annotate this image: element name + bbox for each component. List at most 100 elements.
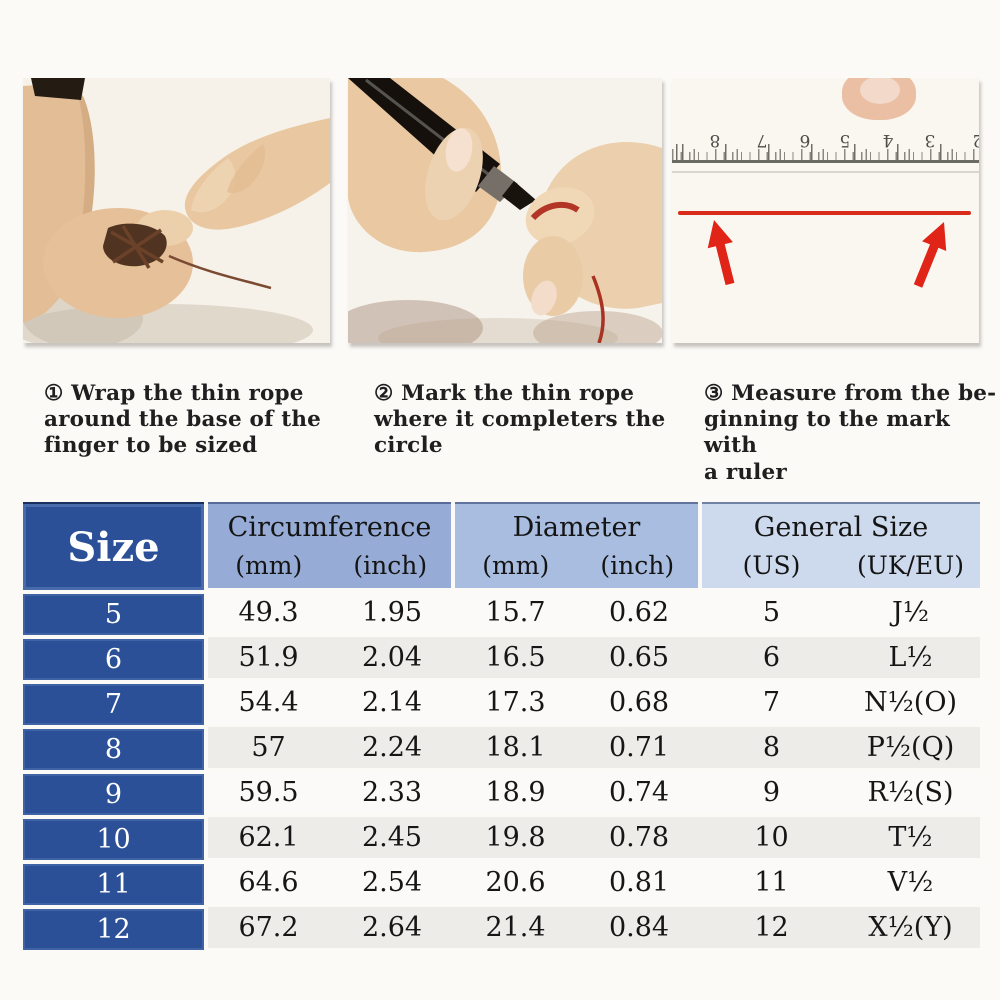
uk-eu-size-value: P½(Q)	[866, 732, 955, 763]
table-row: 49.3 1.95 15.7 0.62 5 J½	[208, 592, 980, 633]
dia-mm-value: 20.6	[485, 867, 546, 898]
general-size-title: General Size	[753, 512, 929, 543]
uk-eu-size-value: J½	[892, 597, 929, 628]
us-size-value: 10	[754, 822, 789, 853]
dia-mm-value: 17.3	[485, 687, 546, 718]
table-row: 59.5 2.33 18.9 0.74 9 R½(S)	[208, 772, 980, 813]
circ-inch-value: 2.45	[361, 822, 423, 853]
table-data-area: Circumference (mm) (inch) Diameter (mm) …	[208, 502, 980, 950]
ruler-edge	[672, 160, 979, 163]
us-size-value: 6	[762, 642, 781, 673]
uk-eu-size-value: T½	[888, 822, 933, 853]
dia-inch-value: 0.78	[608, 822, 670, 853]
dia-inch-value: 0.68	[608, 687, 670, 718]
step3-caption: ③ Measure from the be- ginning to the ma…	[704, 381, 997, 485]
circ-inch-value: 2.14	[361, 687, 423, 718]
circ-mm-value: 51.9	[238, 642, 299, 673]
uk-eu-size-value: L½	[888, 642, 933, 673]
circ-inch-value: 2.33	[361, 777, 423, 808]
size-cell: 5	[23, 594, 204, 635]
uk-eu-size-value: N½(O)	[864, 687, 957, 718]
circ-mm-value: 67.2	[238, 912, 299, 943]
circ-mm-value: 64.6	[238, 867, 299, 898]
dia-mm-value: 15.7	[485, 597, 546, 628]
sleeve	[31, 78, 85, 100]
us-size-value: 7	[762, 687, 781, 718]
red-string-tail	[591, 275, 605, 343]
us-size-value: 11	[754, 867, 789, 898]
table-row: 64.6 2.54 20.6 0.81 11 V½	[208, 862, 980, 903]
circ-inch-value: 2.64	[361, 912, 423, 943]
uk-eu-size-value: R½(S)	[867, 777, 954, 808]
table-row: 62.1 2.45 19.8 0.78 10 T½	[208, 817, 980, 858]
us-size-value: 8	[762, 732, 781, 763]
dia-inch-value: 0.71	[608, 732, 670, 763]
red-string-band	[530, 201, 580, 221]
size-cell: 8	[23, 729, 204, 770]
red-arrow-icon	[913, 222, 947, 288]
dia-mm-value: 19.8	[485, 822, 546, 853]
ruler-cm-ticks	[672, 144, 979, 160]
red-thread-line	[678, 211, 971, 215]
wrap-rope-illustration	[23, 78, 330, 343]
us-size-value: 12	[754, 912, 789, 943]
pen-tip	[502, 181, 536, 210]
step1-photo-wrap-rope	[23, 78, 330, 343]
circumference-mm-label: (mm)	[235, 551, 303, 580]
uk-eu-size-value: V½	[887, 867, 934, 898]
dia-mm-value: 21.4	[485, 912, 546, 943]
general-size-header-group: General Size (US) (UK/EU)	[702, 502, 980, 588]
ruler-edge-shadow	[672, 171, 979, 173]
table-header-row: Circumference (mm) (inch) Diameter (mm) …	[208, 502, 980, 588]
circ-mm-value: 62.1	[238, 822, 299, 853]
us-size-value: 5	[762, 597, 781, 628]
us-size-value: 9	[762, 777, 781, 808]
diameter-title: Diameter	[512, 512, 641, 543]
size-header: Size	[23, 502, 204, 590]
step1-caption: ① Wrap the thin rope around the base of …	[44, 381, 322, 459]
step2-caption: ② Mark the thin rope where it completers…	[374, 381, 666, 459]
dia-mm-value: 18.9	[485, 777, 546, 808]
thumbnail	[445, 128, 473, 172]
index-finger	[525, 187, 595, 245]
circ-mm-value: 49.3	[238, 597, 299, 628]
ring-size-table: Size 5 6 7 8 9 10 11 12 Circumference (m…	[23, 502, 980, 950]
circ-mm-value: 59.5	[238, 777, 299, 808]
circ-inch-value: 2.24	[361, 732, 423, 763]
fingernail	[531, 280, 557, 316]
dia-inch-value: 0.84	[608, 912, 670, 943]
uk-eu-label: (UK/EU)	[857, 551, 964, 580]
size-column: Size 5 6 7 8 9 10 11 12	[23, 502, 204, 950]
size-cell: 9	[23, 774, 204, 815]
size-cell: 10	[23, 819, 204, 860]
table-row: 54.4 2.14 17.3 0.68 7 N½(O)	[208, 682, 980, 723]
diameter-header-group: Diameter (mm) (inch)	[455, 502, 698, 588]
measure-arrows	[707, 220, 947, 288]
fingernail	[860, 78, 900, 104]
uk-eu-size-value: X½(Y)	[868, 912, 953, 943]
thin-rope	[110, 225, 164, 269]
circ-inch-value: 1.95	[361, 597, 423, 628]
reflection-shadow	[348, 300, 483, 343]
diameter-mm-label: (mm)	[482, 551, 550, 580]
red-arrow-icon	[707, 220, 735, 286]
circ-mm-value: 54.4	[238, 687, 299, 718]
table-row: 57 2.24 18.1 0.71 8 P½(Q)	[208, 727, 980, 768]
step2-photo-mark-rope	[348, 78, 662, 343]
dia-inch-value: 0.81	[608, 867, 670, 898]
dia-inch-value: 0.74	[608, 777, 670, 808]
size-cell: 12	[23, 909, 204, 950]
diameter-inch-label: (inch)	[600, 551, 675, 580]
us-label: (US)	[742, 551, 801, 580]
circumference-inch-label: (inch)	[353, 551, 428, 580]
rope-tail	[168, 254, 272, 290]
size-cell: 6	[23, 639, 204, 680]
dia-inch-value: 0.65	[608, 642, 670, 673]
circ-inch-value: 2.04	[361, 642, 423, 673]
circumference-title: Circumference	[227, 512, 432, 543]
size-cell: 7	[23, 684, 204, 725]
dia-mm-value: 18.1	[485, 732, 546, 763]
circumference-header-group: Circumference (mm) (inch)	[208, 502, 451, 588]
table-row: 67.2 2.64 21.4 0.84 12 X½(Y)	[208, 907, 980, 948]
